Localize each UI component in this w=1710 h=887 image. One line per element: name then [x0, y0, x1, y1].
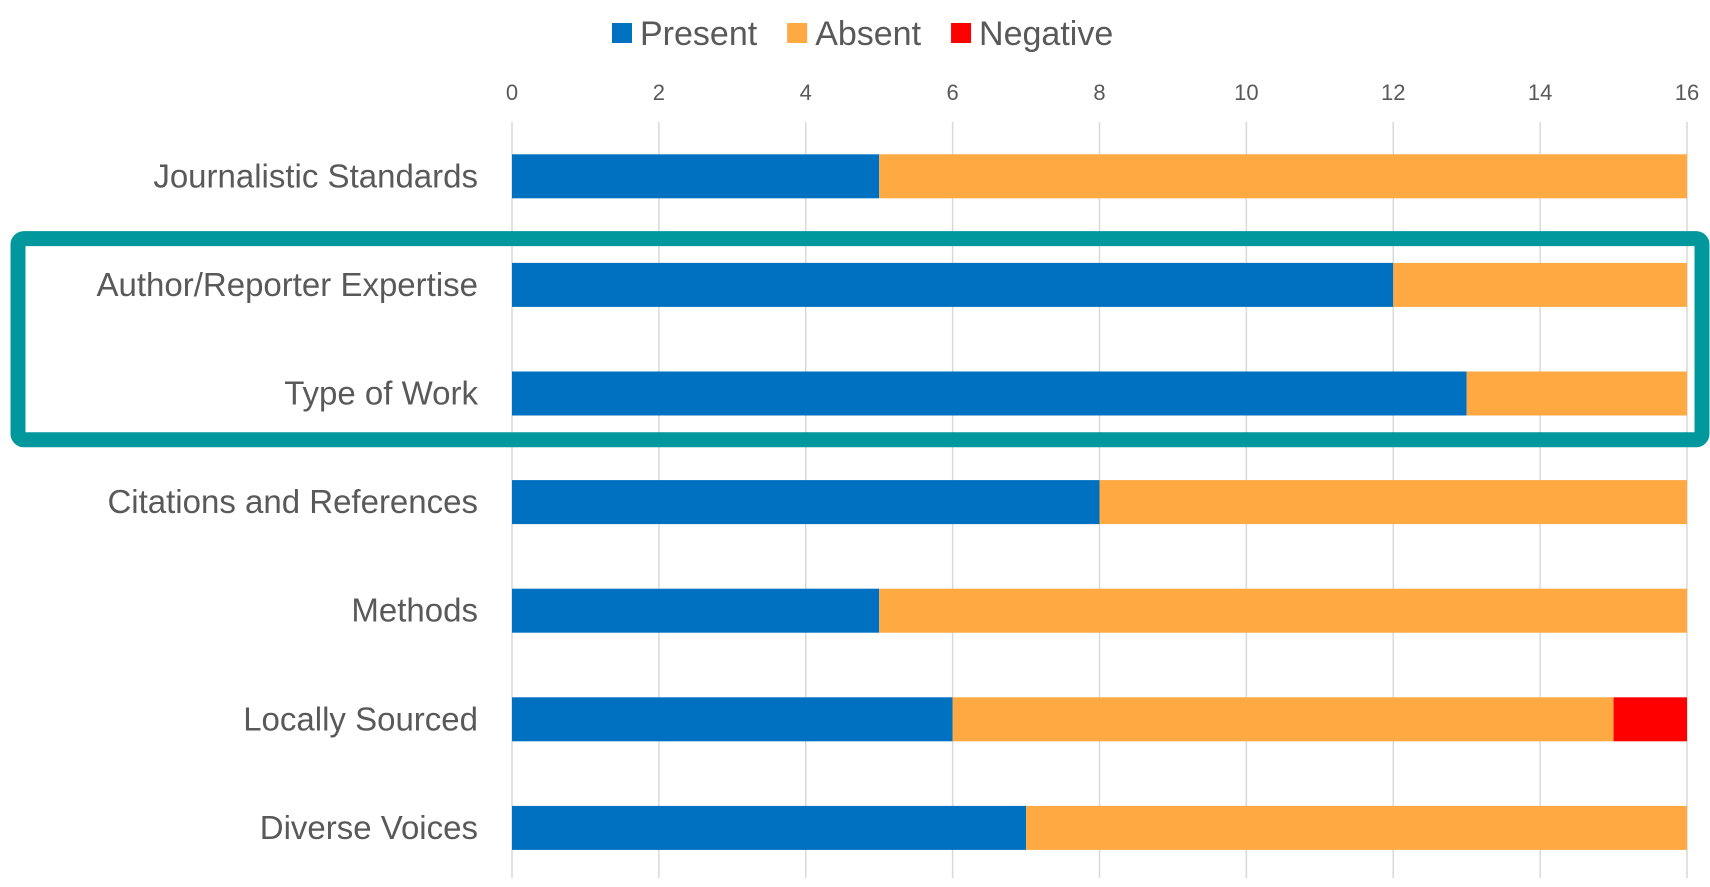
bar-absent-citations-and-references: [1099, 480, 1687, 525]
x-axis-ticks: 0 2 4 6 8 10 12 14 16: [506, 80, 1699, 105]
bar-absent-type-of-work: [1466, 371, 1687, 416]
x-tick-label: 2: [653, 80, 665, 105]
x-tick-label: 8: [1093, 80, 1105, 105]
legend-swatch-present: [612, 23, 632, 43]
highlight-box-layer: [10, 231, 1710, 448]
bar-absent-journalistic-standards: [879, 154, 1687, 199]
y-axis-category-labels: Journalistic Standards Author/Reporter Ex…: [96, 157, 478, 846]
legend-label-absent: Absent: [815, 15, 921, 53]
bar-present-type-of-work: [512, 371, 1467, 416]
bar-present-citations-and-references: [512, 480, 1100, 525]
chart-legend: Present Absent Negative: [612, 15, 1113, 53]
chart-bars: [512, 154, 1687, 850]
bar-present-methods: [512, 588, 880, 633]
category-label-author-reporter-expertise: Author/Reporter Expertise: [96, 266, 478, 303]
legend-label-present: Present: [640, 15, 758, 53]
category-label-locally-sourced: Locally Sourced: [243, 700, 478, 737]
bar-negative-locally-sourced: [1613, 697, 1687, 742]
category-label-journalistic-standards: Journalistic Standards: [153, 157, 478, 194]
bar-present-locally-sourced: [512, 697, 953, 742]
bar-absent-methods: [879, 588, 1687, 633]
x-tick-label: 12: [1381, 80, 1405, 105]
x-tick-label: 10: [1234, 80, 1258, 105]
x-tick-label: 0: [506, 80, 518, 105]
bar-absent-locally-sourced: [952, 697, 1614, 742]
legend-swatch-negative: [951, 23, 972, 43]
category-label-citations-and-references: Citations and References: [107, 483, 478, 520]
legend-label-negative: Negative: [979, 15, 1113, 53]
bar-present-diverse-voices: [512, 805, 1027, 850]
bar-absent-diverse-voices: [1026, 805, 1687, 850]
legend-swatch-absent: [787, 23, 808, 43]
x-tick-label: 14: [1528, 80, 1552, 105]
bar-absent-author-reporter-expertise: [1393, 262, 1687, 307]
x-tick-label: 16: [1675, 80, 1699, 105]
category-label-type-of-work: Type of Work: [284, 375, 478, 412]
category-label-methods: Methods: [351, 592, 478, 629]
bar-present-journalistic-standards: [512, 154, 880, 199]
category-label-diverse-voices: Diverse Voices: [260, 809, 478, 846]
x-tick-label: 4: [800, 80, 812, 105]
x-tick-label: 6: [947, 80, 959, 105]
bar-present-author-reporter-expertise: [512, 262, 1394, 307]
highlight-box: [10, 231, 1710, 448]
